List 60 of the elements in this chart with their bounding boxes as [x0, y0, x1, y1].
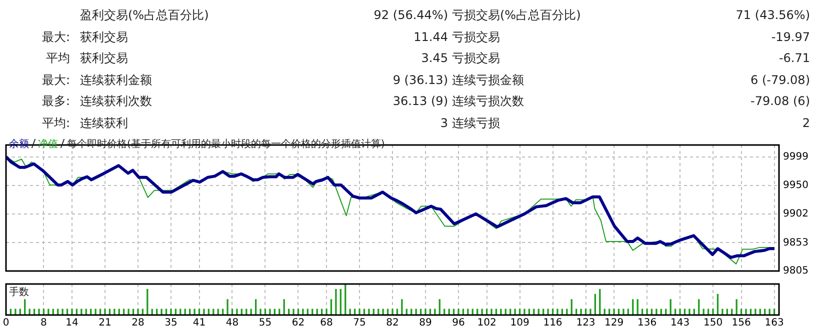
text: 3.45	[421, 50, 448, 66]
y-tick-label: 9805	[783, 266, 808, 277]
text: 最大:	[42, 72, 70, 88]
x-tick-label: 55	[258, 318, 272, 329]
text: 连续亏损	[452, 114, 500, 130]
text: 连续获利	[80, 114, 128, 130]
y-tick-label: 9853	[783, 237, 808, 248]
text: 92 (56.44%)	[374, 7, 448, 23]
text: 连续亏损次数	[452, 93, 524, 109]
x-tick-label: 109	[510, 318, 530, 329]
x-tick-label: 28	[132, 318, 144, 329]
text: 最大:	[42, 28, 70, 44]
text: 获利交易	[80, 28, 128, 44]
text: 盈利交易(%占总百分比)	[80, 7, 209, 23]
text: 平均	[46, 50, 70, 66]
x-tick-label: 41	[192, 318, 206, 329]
text: 11.44	[414, 28, 448, 44]
x-tick-label: 156	[732, 318, 751, 329]
text: 连续亏损金额	[452, 72, 524, 88]
text: -19.97	[771, 28, 810, 44]
x-tick-label: 96	[452, 318, 465, 329]
x-tick-label: 82	[386, 318, 399, 329]
text: 6 (-79.08)	[750, 72, 810, 88]
x-tick-label: 21	[98, 318, 112, 329]
x-tick-label: 0	[2, 318, 10, 329]
text: 连续获利次数	[80, 93, 152, 109]
text: 亏损交易(%占总百分比)	[452, 7, 581, 23]
x-tick-label: 129	[604, 318, 624, 329]
x-tick-label: 62	[292, 318, 305, 329]
text: 9 (36.13)	[392, 72, 448, 88]
text: 最多:	[42, 93, 70, 109]
text: -6.71	[778, 50, 810, 66]
x-tick-label: 68	[320, 318, 333, 329]
x-tick-label: 136	[637, 318, 657, 329]
y-tick-label: 9999	[783, 151, 808, 162]
y-axis-title: 手数	[9, 286, 29, 299]
text: -79.08 (6)	[750, 93, 810, 109]
x-tick-label: 14	[66, 318, 78, 329]
text: 亏损交易	[452, 28, 500, 44]
x-tick-label: 8	[40, 318, 47, 329]
text: 连续获利金额	[80, 72, 152, 88]
text: 获利交易	[80, 50, 128, 66]
x-tick-label: 143	[670, 318, 690, 329]
x-tick-label: 48	[226, 318, 239, 329]
text: 3	[440, 114, 448, 130]
x-tick-label: 116	[543, 318, 562, 329]
y-tick-label: 9950	[783, 180, 808, 192]
text: 2	[802, 114, 810, 130]
text: 36.13 (9)	[392, 93, 448, 109]
text: 亏损交易	[452, 50, 500, 66]
text: 平均:	[42, 114, 70, 130]
x-tick-label: 163	[764, 318, 784, 329]
x-tick-label: 150	[703, 318, 723, 329]
text: 71 (43.56%)	[736, 7, 810, 23]
x-tick-label: 102	[477, 318, 496, 329]
y-tick-label: 9902	[783, 208, 808, 220]
x-tick-label: 35	[164, 318, 178, 329]
x-tick-label: 75	[353, 318, 366, 329]
x-tick-label: 89	[419, 318, 432, 329]
x-tick-label: 123	[576, 318, 596, 329]
